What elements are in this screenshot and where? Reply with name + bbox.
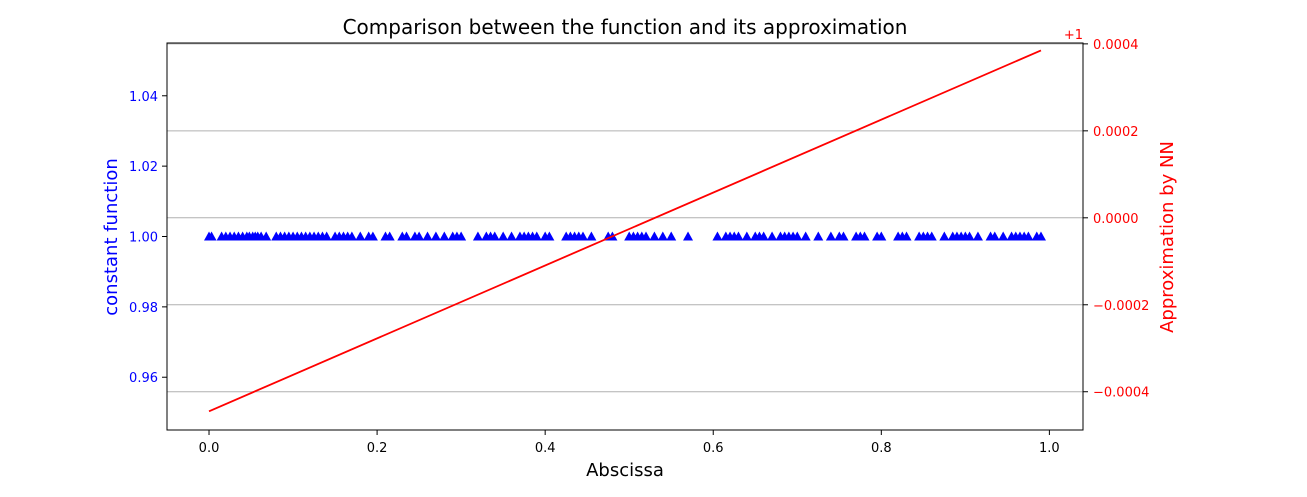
triangle-marker (641, 231, 652, 241)
triangle-marker (498, 231, 509, 241)
triangle-marker (430, 231, 441, 241)
triangle-marker (733, 231, 744, 241)
triangle-marker (321, 231, 332, 241)
triangle-marker (531, 231, 542, 241)
triangle-marker (800, 231, 811, 241)
triangle-marker (355, 231, 366, 241)
x-tick-label: 0.2 (367, 441, 388, 456)
triangle-marker (666, 231, 677, 241)
triangle-marker (859, 231, 870, 241)
right-y-axis-offset-text: +1 (1064, 28, 1083, 43)
triangle-marker (1035, 231, 1046, 241)
triangle-marker (506, 231, 517, 241)
triangle-marker (825, 231, 836, 241)
triangle-marker (926, 231, 937, 241)
triangle-marker (489, 231, 500, 241)
triangle-marker (989, 231, 1000, 241)
right-y-tick-label: 0.0000 (1093, 212, 1139, 227)
right-y-axis: −0.0004 −0.0002 0.0000 0.0002 0.0004 (1083, 38, 1149, 401)
triangle-marker (367, 231, 378, 241)
triangle-marker (964, 231, 975, 241)
triangle-marker (939, 231, 950, 241)
left-y-tick-label: 1.00 (129, 231, 158, 246)
x-tick-label: 1.0 (1039, 441, 1060, 456)
triangle-marker (767, 231, 778, 241)
x-tick-label: 0.8 (871, 441, 892, 456)
triangle-marker (384, 231, 395, 241)
right-y-tick-label: 0.0004 (1093, 38, 1139, 53)
triangle-marker (586, 231, 597, 241)
left-y-tick-label: 1.02 (129, 160, 158, 175)
triangle-marker (712, 231, 723, 241)
triangle-marker (998, 231, 1009, 241)
left-y-tick-label: 0.96 (129, 371, 158, 386)
right-y-tick-label: −0.0004 (1093, 386, 1149, 401)
plot-marks (204, 49, 1046, 413)
right-y-tick-label: 0.0002 (1093, 125, 1139, 140)
triangle-marker (876, 231, 887, 241)
triangle-marker (741, 231, 752, 241)
triangle-marker (657, 231, 668, 241)
triangle-marker (758, 231, 769, 241)
x-axis: 0.0 0.2 0.4 0.6 0.8 1.0 (199, 430, 1060, 456)
right-y-tick-label: −0.0002 (1093, 299, 1149, 314)
left-y-axis: 0.96 0.98 1.00 1.02 1.04 (129, 90, 167, 386)
left-y-axis-label: constant function (101, 158, 122, 316)
triangle-marker (577, 231, 588, 241)
triangle-marker (414, 231, 425, 241)
triangle-marker (422, 231, 433, 241)
triangle-marker (456, 231, 467, 241)
approximation-line (208, 49, 1042, 413)
triangle-marker (439, 231, 450, 241)
triangle-marker (346, 231, 357, 241)
triangle-marker (901, 231, 912, 241)
left-y-tick-label: 1.04 (129, 90, 158, 105)
triangle-marker (813, 231, 824, 241)
left-y-tick-label: 0.98 (129, 301, 158, 316)
right-y-axis-label: Approximation by NN (1157, 141, 1178, 333)
x-tick-label: 0.4 (535, 441, 556, 456)
x-tick-label: 0.0 (199, 441, 220, 456)
triangle-marker (206, 231, 217, 241)
triangle-marker (261, 231, 272, 241)
x-axis-label: Abscissa (586, 460, 664, 481)
triangle-marker (838, 231, 849, 241)
chart-title: Comparison between the function and its … (343, 15, 908, 39)
triangle-marker (1023, 231, 1034, 241)
x-tick-label: 0.6 (703, 441, 724, 456)
triangle-marker (544, 231, 555, 241)
triangle-marker (401, 231, 412, 241)
triangle-marker (649, 231, 660, 241)
triangle-marker (972, 231, 983, 241)
grid (167, 43, 1083, 393)
triangle-marker (472, 231, 483, 241)
triangle-marker (792, 231, 803, 241)
triangle-marker (683, 231, 694, 241)
